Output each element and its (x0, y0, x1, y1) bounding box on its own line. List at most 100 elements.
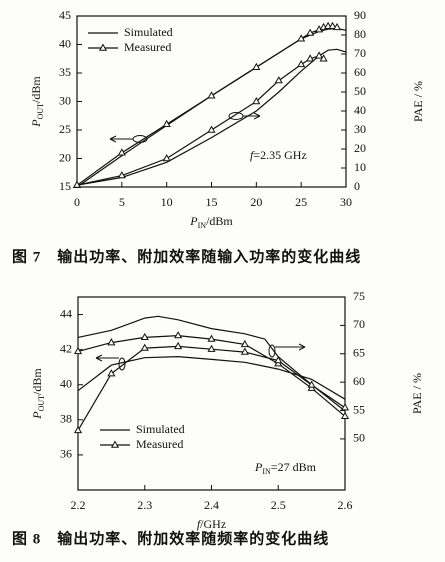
data-point (315, 51, 324, 59)
annotation-part: =2.35 GHz (253, 148, 306, 162)
figure-caption: 图 7 输出功率、附加效率随输入功率的变化曲线 (12, 247, 361, 265)
indicator-arrow (243, 112, 261, 120)
x-axis-label-part: P (189, 214, 198, 228)
y-tick-label: 40 (60, 376, 72, 390)
data-point (328, 21, 337, 29)
annotation-part: f (250, 148, 255, 162)
x-tick-label: 2.5 (271, 498, 286, 512)
y-axis-label: POUT/dBm (29, 76, 46, 128)
data-point (107, 338, 116, 346)
data-point (207, 334, 216, 342)
y2-tick-label: 30 (354, 122, 366, 136)
annotation-part: IN (262, 467, 271, 476)
data-point (307, 380, 316, 388)
indicator-arrow (275, 343, 306, 351)
series-line (76, 27, 347, 188)
y2-tick-label: 55 (353, 402, 365, 416)
y-tick-label: 42 (60, 341, 72, 355)
data-point (332, 22, 342, 31)
data-point (306, 28, 315, 36)
y2-tick-label: 60 (353, 374, 365, 388)
x-tick-label: 10 (161, 195, 173, 209)
y2-axis-label: PAE / % (410, 373, 424, 414)
y2-tick-label: 70 (354, 46, 366, 60)
annotation: PIN=27 dBm (254, 460, 317, 477)
data-point (107, 369, 116, 377)
data-point (274, 356, 283, 364)
x-axis-label-part: /GHz (200, 517, 226, 531)
y2-tick-label: 20 (354, 141, 366, 155)
series-line (77, 355, 346, 400)
data-point (140, 343, 149, 351)
y-tick-label: 35 (59, 65, 71, 79)
data-point (252, 96, 261, 105)
y-axis-label-part: /dBm (30, 368, 44, 395)
legend-label: Simulated (124, 25, 173, 39)
y-axis-label: POUT/dBm (30, 368, 47, 420)
data-point (340, 403, 350, 411)
y-axis-label-part: P (30, 411, 44, 420)
y-tick-label: 20 (59, 150, 71, 164)
legend-label: Simulated (136, 422, 185, 436)
y2-tick-label: 50 (354, 84, 366, 98)
data-point (162, 119, 171, 127)
y2-tick-label: 40 (354, 103, 366, 117)
data-point (319, 54, 328, 62)
legend-marker (110, 440, 120, 448)
x-tick-label: 2.6 (338, 498, 353, 512)
y-axis-label-part: P (29, 119, 43, 128)
y-tick-label: 38 (60, 412, 72, 426)
data-point (207, 125, 216, 133)
y2-tick-label: 60 (354, 65, 366, 79)
y-tick-label: 36 (60, 447, 72, 461)
data-point (162, 153, 171, 162)
x-tick-label: 25 (295, 195, 307, 209)
x-axis-label-part: /dBm (206, 214, 233, 228)
data-point (207, 344, 216, 352)
data-point (117, 148, 126, 156)
data-point (140, 332, 149, 341)
y-tick-label: 40 (59, 36, 71, 50)
y2-tick-label: 65 (353, 346, 365, 360)
x-axis-label-part: IN (198, 221, 207, 230)
indicator-arrow (95, 354, 119, 362)
data-point (72, 180, 82, 188)
x-tick-label: 20 (250, 195, 262, 209)
data-point (297, 34, 306, 42)
figure-caption: 图 8 输出功率、附加效率随频率的变化曲线 (12, 529, 329, 547)
data-point (73, 425, 83, 434)
data-point (297, 59, 306, 68)
data-point (73, 346, 83, 355)
y2-tick-label: 50 (353, 431, 365, 445)
y2-tick-label: 90 (354, 8, 366, 22)
data-point (174, 341, 183, 350)
y-tick-label: 15 (59, 179, 71, 193)
x-tick-label: 2.2 (71, 498, 86, 512)
data-point (117, 171, 126, 179)
y-axis-label-part: /dBm (29, 76, 43, 103)
y-tick-label: 45 (59, 8, 71, 22)
legend-marker (98, 43, 108, 51)
x-tick-label: 2.4 (204, 498, 219, 512)
x-tick-label: 15 (206, 195, 218, 209)
data-point (240, 347, 249, 355)
data-point (252, 62, 261, 70)
indicator-arrow (109, 135, 133, 143)
data-point (240, 339, 249, 348)
data-point (340, 411, 350, 420)
y-axis-label-part: OUT (36, 103, 45, 120)
x-axis-label: PIN/dBm (189, 214, 233, 231)
x-tick-label: 30 (340, 195, 352, 209)
y2-tick-label: 10 (354, 160, 366, 174)
x-axis-label: f/GHz (197, 517, 226, 531)
y-tick-label: 30 (59, 93, 71, 107)
y-tick-label: 44 (60, 306, 72, 320)
annotation-part: P (254, 460, 263, 474)
x-tick-label: 5 (119, 195, 125, 209)
y2-tick-label: 75 (353, 289, 365, 303)
y2-axis-label: PAE / % (411, 81, 425, 122)
x-tick-label: 0 (74, 195, 80, 209)
data-point (174, 331, 183, 339)
series-line (76, 55, 324, 186)
